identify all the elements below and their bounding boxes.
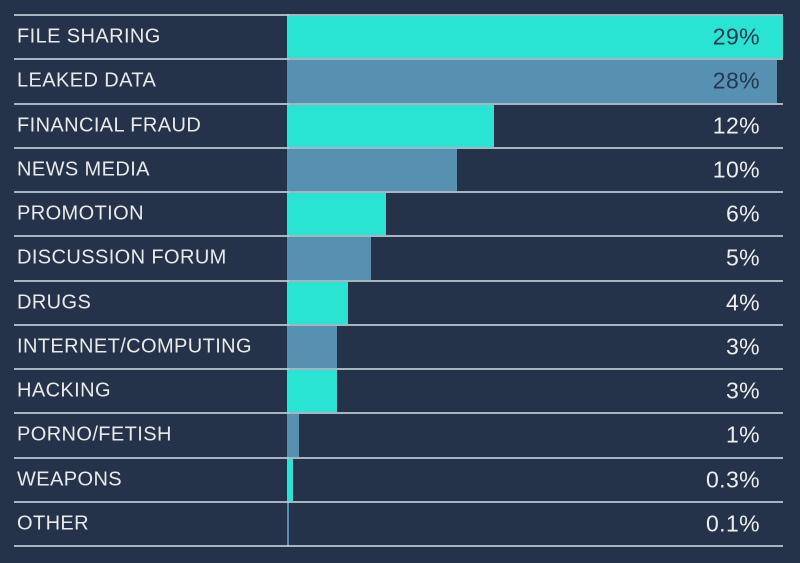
category-label: PORNO/FETISH: [17, 423, 172, 446]
chart-rows: FILE SHARING 29% LEAKED DATA 28% FINANCI…: [14, 14, 783, 547]
category-label: LEAKED DATA: [17, 69, 157, 92]
bar: [287, 370, 337, 413]
value-label: 3%: [725, 377, 760, 404]
bar: [287, 60, 777, 103]
chart-row: FILE SHARING 29%: [14, 14, 783, 59]
value-label: 12%: [712, 112, 760, 139]
category-label: OTHER: [17, 512, 89, 535]
chart-row: PORNO/FETISH 1%: [14, 412, 783, 457]
chart-row: FINANCIAL FRAUD 12%: [14, 102, 783, 147]
chart-row: OTHER 0.1%: [14, 500, 783, 545]
bar: [287, 502, 289, 545]
category-label: FINANCIAL FRAUD: [17, 114, 202, 137]
value-label: 28%: [712, 67, 760, 94]
value-label: 5%: [725, 244, 760, 271]
chart-row: PROMOTION 6%: [14, 191, 783, 236]
value-label: 10%: [712, 156, 760, 183]
category-label: WEAPONS: [17, 468, 123, 491]
category-label: FILE SHARING: [17, 25, 161, 48]
bar: [287, 237, 371, 280]
bar: [287, 281, 348, 324]
bar: [287, 193, 386, 236]
dark-web-categories-bar-chart: FILE SHARING 29% LEAKED DATA 28% FINANCI…: [14, 14, 783, 547]
value-label: 4%: [725, 289, 760, 316]
bar: [287, 458, 293, 501]
bar: [287, 104, 494, 147]
category-label: INTERNET/COMPUTING: [17, 335, 252, 358]
chart-row: WEAPONS 0.3%: [14, 456, 783, 501]
value-label: 1%: [725, 421, 760, 448]
category-label: HACKING: [17, 379, 111, 402]
value-label: 29%: [712, 23, 760, 50]
category-label: NEWS MEDIA: [17, 158, 150, 181]
bar: [287, 16, 783, 59]
chart-row: LEAKED DATA 28%: [14, 58, 783, 103]
category-label: PROMOTION: [17, 202, 144, 225]
bar: [287, 148, 457, 191]
category-label: DRUGS: [17, 291, 92, 314]
value-label: 0.3%: [705, 466, 760, 493]
chart-row: HACKING 3%: [14, 368, 783, 413]
bar: [287, 325, 337, 368]
chart-row: DRUGS 4%: [14, 279, 783, 324]
chart-row: INTERNET/COMPUTING 3%: [14, 323, 783, 368]
bar: [287, 414, 299, 457]
chart-row: NEWS MEDIA 10%: [14, 146, 783, 191]
category-label: DISCUSSION FORUM: [17, 246, 227, 269]
chart-row: DISCUSSION FORUM 5%: [14, 235, 783, 280]
value-label: 6%: [725, 200, 760, 227]
value-label: 0.1%: [705, 510, 760, 537]
value-label: 3%: [725, 333, 760, 360]
